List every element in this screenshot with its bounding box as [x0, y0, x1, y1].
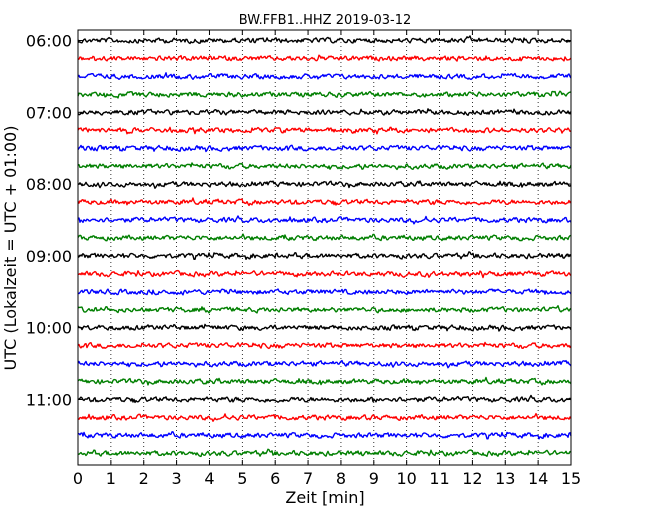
plot-frame	[77, 29, 572, 466]
x-tick-label: 7	[303, 469, 313, 488]
seismic-trace	[77, 394, 572, 404]
seismic-trace	[77, 108, 572, 117]
x-tick-label: 6	[270, 469, 280, 488]
seismic-trace	[77, 412, 572, 422]
x-tick-label: 10	[396, 469, 416, 488]
seismic-trace	[77, 323, 572, 332]
seismic-trace	[77, 341, 572, 350]
seismic-trace	[77, 305, 572, 314]
x-tick-label: 15	[561, 469, 581, 488]
seismic-trace	[77, 144, 572, 153]
seismic-trace	[77, 72, 572, 81]
y-tick-label: 08:00	[26, 175, 72, 194]
seismic-trace	[77, 126, 572, 135]
x-tick-label: 4	[204, 469, 214, 488]
seismic-trace	[77, 215, 572, 225]
seismic-trace	[77, 269, 572, 279]
seismic-trace	[77, 359, 572, 369]
x-tick-label: 1	[106, 469, 116, 488]
x-tick-label: 12	[462, 469, 482, 488]
x-axis-label: Zeit [min]	[285, 488, 364, 507]
chart-title: BW.FFB1..HHZ 2019-03-12	[239, 13, 412, 28]
seismic-trace	[77, 54, 572, 62]
seismic-trace	[77, 251, 572, 261]
x-tick-labels: 0 1 2 3 4 5 6 7 8 9 10 11 12 13 14 15	[73, 469, 581, 488]
grid-lines	[110, 30, 539, 465]
x-tick-label: 5	[237, 469, 247, 488]
x-tick-label: 9	[369, 469, 379, 488]
y-tick-label: 10:00	[26, 319, 72, 338]
seismic-trace	[77, 288, 572, 296]
x-tick-label: 14	[528, 469, 548, 488]
seismic-trace	[77, 197, 572, 207]
axis-ticks	[77, 30, 572, 465]
y-tick-label: 07:00	[26, 103, 72, 122]
seismic-trace	[77, 35, 572, 45]
seismic-trace	[77, 162, 572, 171]
x-tick-label: 11	[429, 469, 449, 488]
seismic-trace	[77, 233, 572, 242]
x-tick-label: 2	[139, 469, 149, 488]
seismic-trace	[77, 376, 572, 386]
seismic-trace	[77, 448, 572, 458]
x-tick-label: 3	[172, 469, 182, 488]
x-tick-label: 0	[73, 469, 83, 488]
seismic-trace	[77, 431, 572, 440]
y-axis-label: UTC (Lokalzeit = UTC + 01:00)	[1, 126, 20, 371]
x-tick-label: 8	[336, 469, 346, 488]
y-tick-labels: 06:00 07:00 08:00 09:00 10:00 11:00	[26, 32, 72, 410]
seismic-trace	[77, 90, 572, 99]
trace-group	[77, 35, 572, 458]
y-tick-label: 09:00	[26, 247, 72, 266]
seismic-trace	[77, 180, 572, 189]
y-tick-label: 06:00	[26, 32, 72, 51]
x-tick-label: 13	[495, 469, 515, 488]
y-tick-label: 11:00	[26, 391, 72, 410]
